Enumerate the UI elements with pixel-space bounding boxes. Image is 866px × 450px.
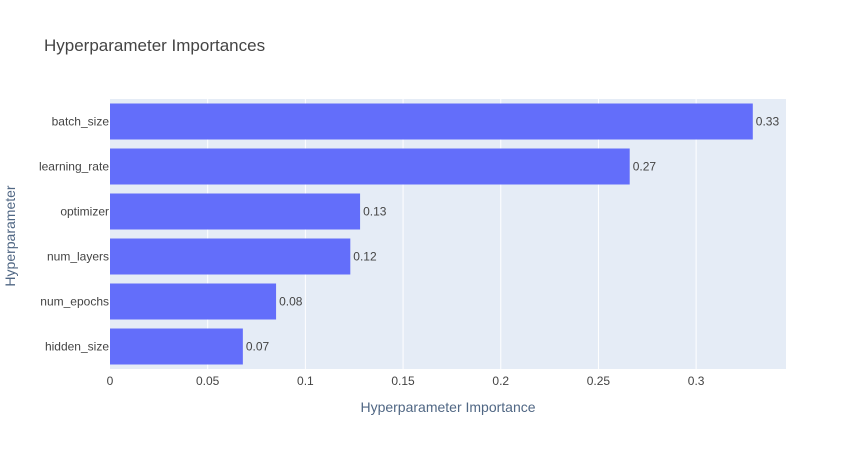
plot-area (110, 99, 786, 369)
x-tick-label: 0.2 (492, 374, 509, 388)
y-tick-label: batch_size (52, 115, 110, 129)
x-tick-label: 0 (107, 374, 114, 388)
bar-value-label: 0.07 (246, 340, 270, 354)
bar-value-label: 0.33 (756, 115, 780, 129)
y-tick-label: learning_rate (39, 160, 109, 174)
bar-value-label: 0.27 (633, 160, 657, 174)
x-tick-label: 0.3 (688, 374, 705, 388)
bar-num-layers (110, 238, 351, 275)
x-axis-title: Hyperparameter Importance (360, 399, 535, 415)
x-tick-label: 0.25 (587, 374, 611, 388)
x-axis-ticks: 0 0.05 0.1 0.15 0.2 0.25 0.3 (107, 374, 705, 388)
x-tick-label: 0.15 (391, 374, 415, 388)
y-tick-label: num_layers (47, 250, 109, 264)
bar-num-epochs (110, 283, 277, 320)
y-tick-label: hidden_size (45, 340, 109, 354)
bar-value-label: 0.12 (353, 250, 377, 264)
x-gridlines (207, 99, 697, 369)
bar-batch-size (110, 103, 753, 140)
bar-value-label: 0.08 (279, 295, 303, 309)
bar-value-label: 0.13 (363, 205, 387, 219)
y-axis-ticks: batch_size learning_rate optimizer num_laye… (39, 115, 109, 354)
x-tick-label: 0.05 (196, 374, 220, 388)
x-tick-label: 0.1 (297, 374, 314, 388)
bar-optimizer (110, 193, 361, 230)
y-axis-title: Hyperparameter (2, 185, 18, 286)
bar-hidden-size (110, 328, 243, 365)
chart-title: Hyperparameter Importances (44, 36, 265, 55)
y-tick-label: optimizer (60, 205, 109, 219)
bar-learning-rate (110, 148, 630, 185)
bars: 0.33 0.27 0.13 0.12 0.08 0.07 (110, 103, 780, 365)
y-tick-label: num_epochs (40, 295, 109, 309)
